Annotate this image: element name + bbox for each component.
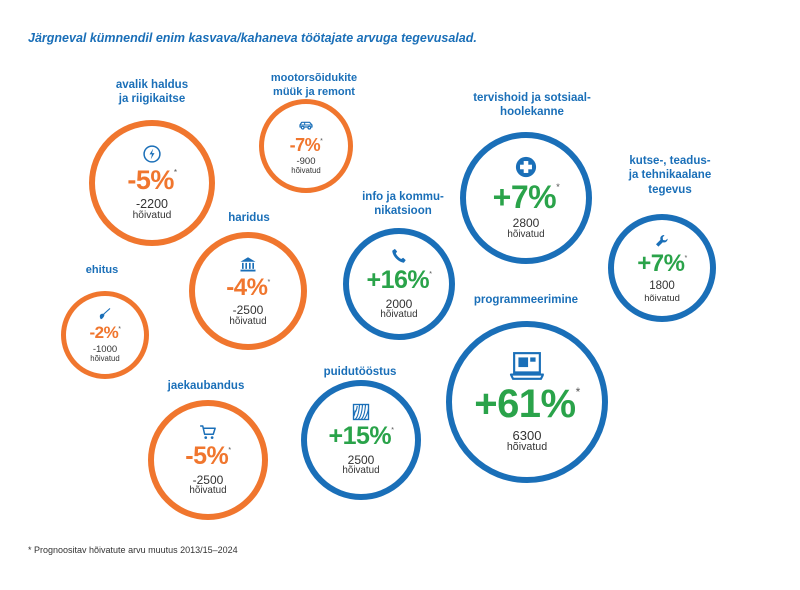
medical-cross-icon — [515, 156, 537, 178]
sector-label-ict: info ja kommu-nikatsioon — [313, 190, 493, 219]
sector-label-line: ja tehnikaalane — [628, 169, 712, 182]
percent-value: +61%* — [452, 384, 602, 424]
percent-text: +61% — [474, 381, 576, 426]
employed-change: 2500 — [347, 452, 375, 467]
employed-unit: hõivatud — [291, 166, 321, 176]
footnote-marker: * — [267, 277, 270, 286]
footnote-marker: * — [228, 445, 231, 455]
shovel-icon — [98, 307, 112, 321]
percent-value: -5%* — [154, 444, 262, 469]
car-icon — [298, 117, 314, 133]
sector-label-line: avalik haldus — [115, 79, 189, 91]
sector-label-line: hoolekanne — [500, 106, 564, 119]
footnote-marker: * — [173, 167, 177, 177]
bubble-retail: -5%* -2500 hõivatud — [148, 400, 268, 520]
sector-label-line: programmeerimine — [473, 294, 579, 306]
footnote-marker: * — [429, 269, 432, 279]
laptop-icon — [509, 351, 545, 381]
sector-label-line: mootorsõidukite — [270, 72, 358, 84]
employed-change: -1000 — [92, 343, 118, 355]
sector-label-line: haridus — [228, 212, 270, 224]
employed-change: 2800 — [512, 216, 540, 231]
percent-value: +7%* — [614, 252, 710, 276]
sector-label-line: tervishoid ja sotsiaal- — [473, 92, 591, 104]
percent-value: -4%* — [195, 276, 301, 300]
footnote-marker: * — [391, 425, 394, 435]
percent-text: +16% — [366, 266, 430, 295]
percent-value: +15%* — [307, 424, 415, 449]
footnote-marker: * — [118, 326, 121, 334]
employed-unit: hõivatud — [507, 229, 545, 240]
percent-value: -5%* — [95, 164, 209, 195]
employed-unit: hõivatud — [380, 309, 418, 321]
sector-label-public-admin: avalik haldus ja riigikaitse — [62, 78, 242, 107]
employed-unit: hõivatud — [342, 465, 380, 477]
employed-change: 1800 — [649, 279, 675, 292]
bubble-health: +7%* 2800 hõivatud — [460, 132, 592, 264]
footnote: * Prognoositav hõivatute arvu muutus 201… — [28, 545, 238, 555]
sector-label-vehicles: mootorsõidukite müük ja remont — [224, 72, 404, 100]
bubble-education: -4%* -2500 hõivatud — [189, 232, 307, 350]
sector-label-line: müük ja remont — [273, 85, 355, 98]
employed-change: -2200 — [136, 197, 168, 212]
footnote-marker: * — [320, 137, 323, 145]
percent-text: +7% — [637, 250, 685, 278]
percent-text: -4% — [226, 274, 268, 301]
bubble-wood: +15%* 2500 hõivatud — [301, 380, 421, 500]
bubble-public-admin: -5%* -2200 hõivatud — [89, 120, 215, 246]
employed-unit: hõivatud — [644, 291, 680, 303]
employed-unit: hõivatud — [229, 315, 267, 327]
percent-value: -2%* — [66, 324, 144, 341]
percent-text: -2% — [89, 323, 119, 343]
wrench-icon — [654, 233, 670, 249]
employed-unit: hõivatud — [189, 485, 227, 497]
bubble-construction: -2%* -1000 hõivatud — [61, 291, 149, 379]
footnote-marker: * — [684, 253, 687, 263]
employed-change: -2500 — [192, 472, 224, 487]
sector-label-construction: ehitus — [12, 264, 192, 278]
wood-grain-icon — [352, 403, 370, 421]
sector-label-professional: kutse-, teadus-ja tehnikaalane tegevus — [580, 154, 760, 197]
percent-text: -7% — [289, 134, 321, 155]
bubble-ict: +16%* 2000 hõivatud — [343, 228, 455, 340]
employed-change: 2000 — [385, 296, 413, 311]
sector-label-wood: puidutööstus — [270, 365, 450, 379]
lightning-icon — [142, 144, 162, 164]
percent-text: +15% — [328, 422, 392, 451]
employed-change: 6300 — [512, 427, 542, 443]
employed-change: -2500 — [232, 303, 264, 318]
employed-unit: hõivatud — [132, 210, 172, 222]
percent-value: +16%* — [349, 268, 449, 293]
chart-title: Järgneval kümnendil enim kasvava/kahanev… — [28, 31, 477, 45]
percent-text: -5% — [127, 164, 174, 195]
percent-text: +7% — [492, 178, 557, 215]
bubble-vehicles: -7%* -900 hõivatud — [259, 99, 353, 193]
percent-value: -7%* — [264, 136, 348, 154]
sector-label-line: info ja kommu- — [362, 191, 444, 203]
sector-label-line: puidutööstus — [323, 366, 397, 378]
sector-label-programming: programmeerimine — [436, 293, 616, 307]
footnote-marker: * — [556, 181, 560, 193]
phone-icon — [390, 247, 408, 265]
sector-label-line: tegevus — [648, 183, 692, 196]
employed-change: -900 — [296, 156, 316, 168]
sector-label-line: nikatsioon — [374, 205, 432, 218]
cart-icon — [199, 423, 217, 441]
employed-unit: hõivatud — [90, 353, 120, 363]
sector-label-health: tervishoid ja sotsiaal-hoolekanne — [442, 91, 622, 120]
sector-label-line: ja riigikaitse — [118, 93, 186, 106]
bubble-programming: +61%* 6300 hõivatud — [446, 321, 608, 483]
percent-text: -5% — [185, 442, 229, 471]
bubble-professional: +7%* 1800 hõivatud — [608, 214, 716, 322]
sector-label-line: ehitus — [85, 264, 119, 276]
sector-label-retail: jaekaubandus — [116, 379, 296, 393]
sector-label-line: kutse-, teadus- — [629, 155, 711, 167]
sector-label-line: jaekaubandus — [167, 380, 245, 392]
percent-value: +7%* — [466, 181, 586, 213]
footnote-marker: * — [575, 384, 581, 399]
bank-icon — [239, 255, 257, 273]
employed-unit: hõivatud — [506, 441, 548, 454]
sector-label-education: haridus — [159, 211, 339, 225]
